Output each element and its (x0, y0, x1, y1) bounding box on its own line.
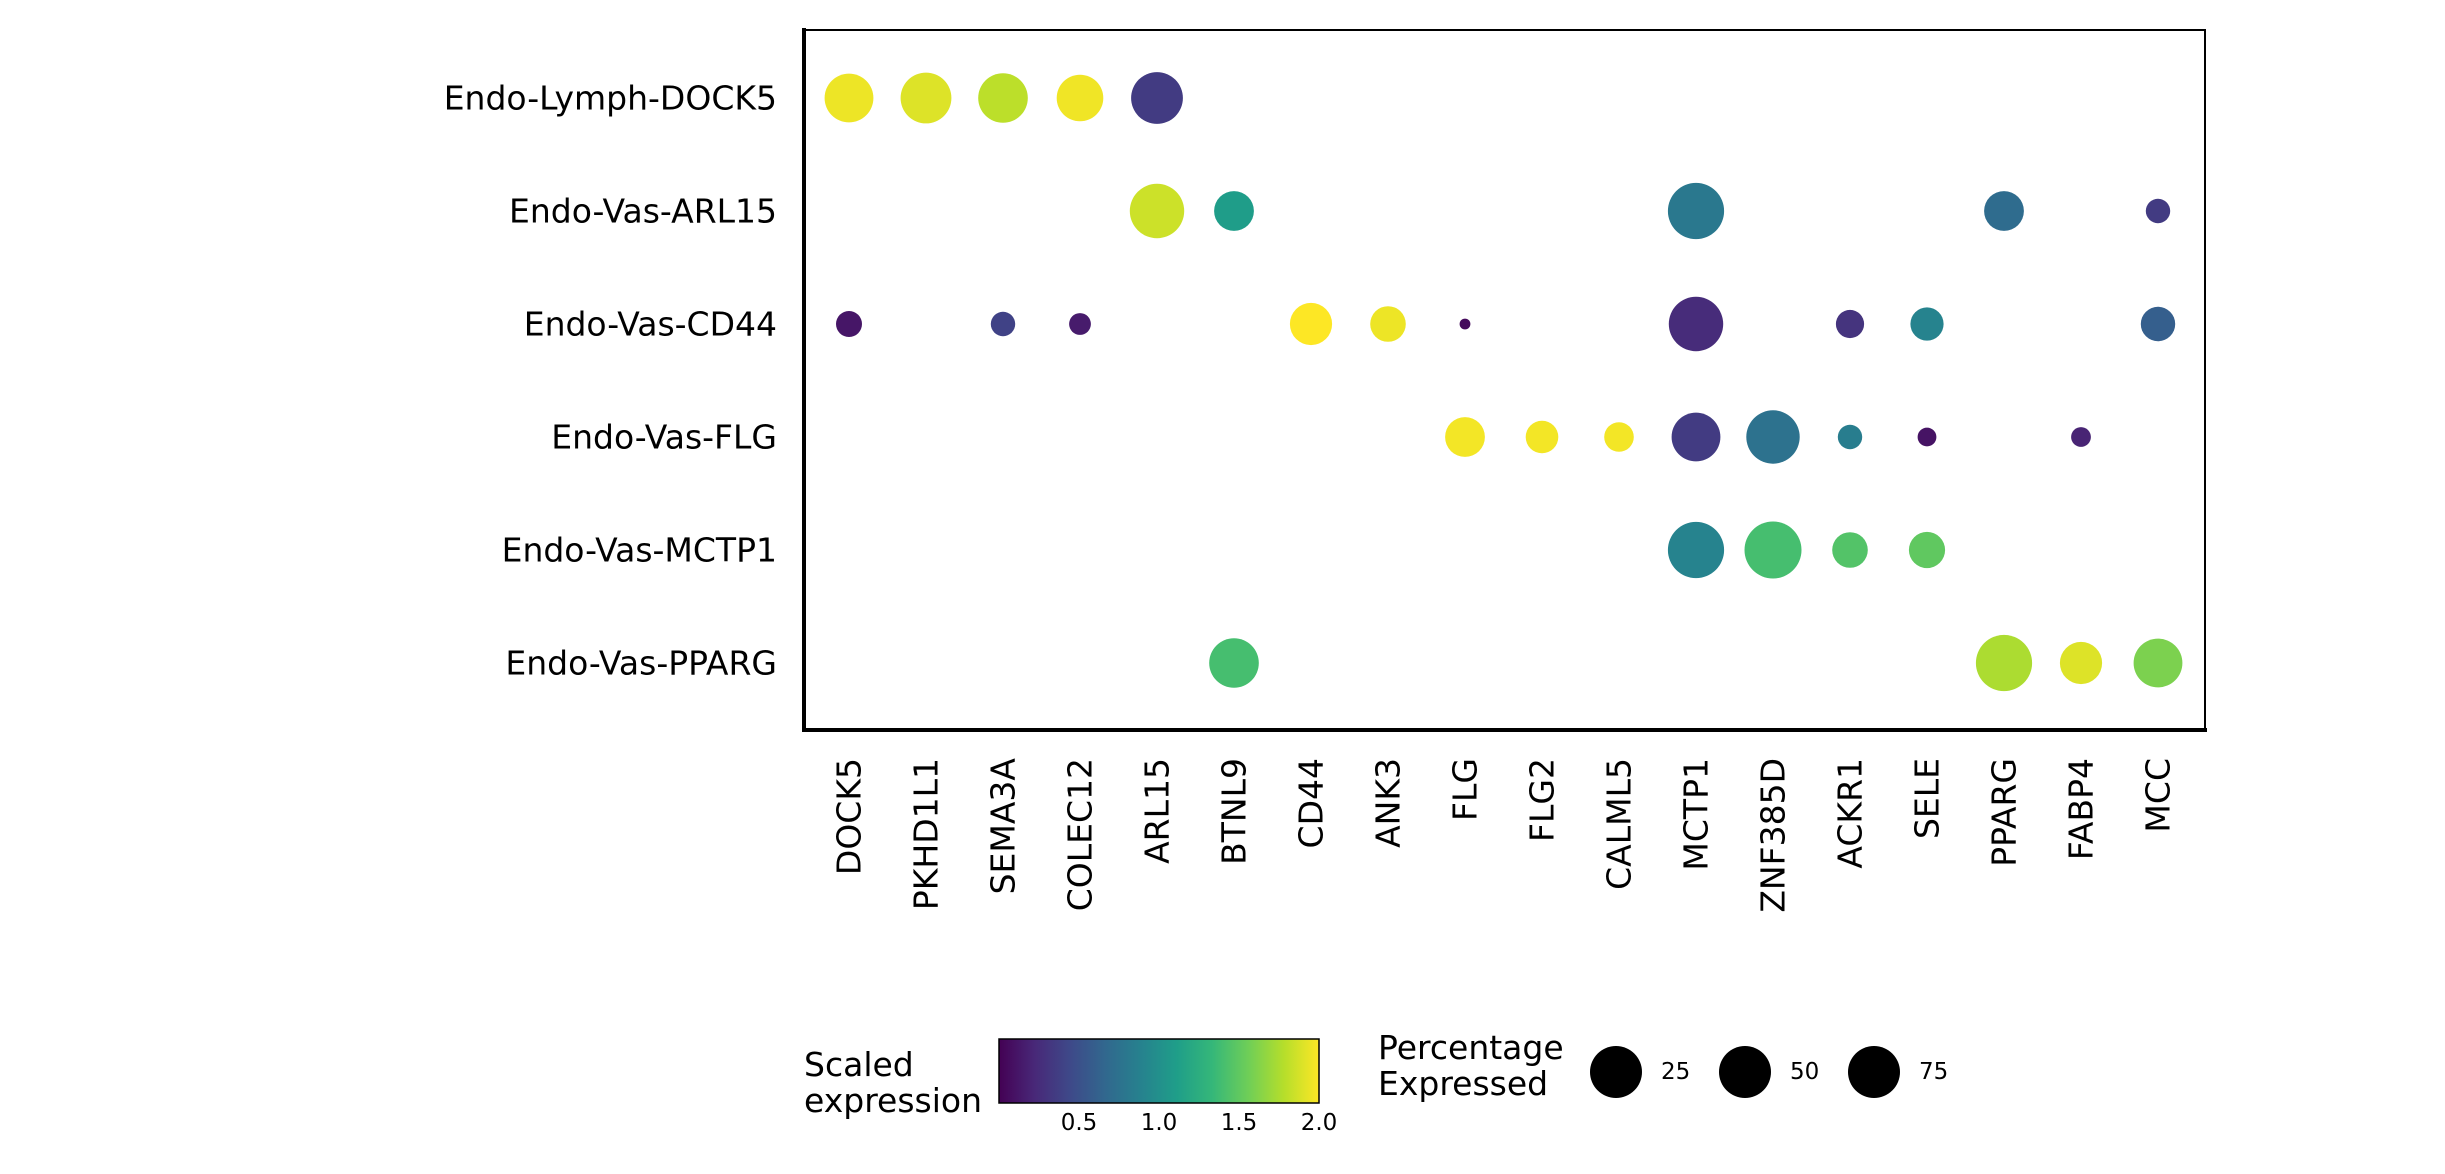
dot-marker (900, 72, 952, 124)
x-tick-label: SELE (1908, 758, 1947, 839)
colorbar (998, 1038, 1320, 1104)
dot-marker (1668, 296, 1724, 352)
dot-marker (1214, 191, 1254, 231)
dot-marker (1975, 634, 2033, 692)
x-tick-label: FABP4 (2062, 758, 2101, 860)
colorbar-tick-label: 0.5 (1061, 1110, 1098, 1136)
dot-marker (2059, 641, 2103, 685)
dot-marker (1056, 74, 1104, 122)
dot-marker (1604, 422, 1634, 452)
x-tick-label: ACKR1 (1831, 758, 1870, 869)
dot-marker (1525, 420, 1559, 454)
x-tick-label: MCC (2139, 758, 2178, 833)
dot-marker (1837, 424, 1863, 450)
x-tick-label: COLEC12 (1061, 758, 1100, 911)
dot-marker (1289, 302, 1333, 346)
dot-marker (2140, 306, 2176, 342)
dot-marker (1069, 313, 1091, 335)
x-tick-label: ARL15 (1138, 758, 1177, 864)
dot-marker (824, 73, 874, 123)
size-legend-dot (1719, 1046, 1771, 1098)
colorbar-title: expression (804, 1081, 982, 1120)
size-legend-label: 25 (1661, 1059, 1690, 1085)
plot-frame (803, 29, 2206, 731)
dot-marker (1908, 531, 1946, 569)
size-legend-dot (1590, 1046, 1642, 1098)
x-tick-label: SEMA3A (984, 758, 1023, 895)
dot-marker (978, 73, 1028, 123)
dot-marker (1835, 309, 1865, 339)
size-legend-dot (1848, 1046, 1900, 1098)
dot-marker (1131, 72, 1183, 124)
size-legend-label: 75 (1919, 1059, 1948, 1085)
dot-marker (1209, 638, 1259, 688)
x-tick-label: PPARG (1985, 758, 2024, 867)
x-tick-label: FLG2 (1523, 758, 1562, 842)
x-tick-label: FLG (1446, 758, 1485, 821)
dot-marker (990, 311, 1016, 337)
x-tick-label: BTNL9 (1215, 758, 1254, 865)
dot-marker (2071, 427, 2091, 447)
dot-marker (1445, 417, 1485, 457)
size-legend-label: 50 (1790, 1059, 1819, 1085)
dot-marker (836, 311, 862, 337)
dot-marker (1129, 183, 1185, 239)
dot-marker (1370, 306, 1406, 342)
dot-marker (1671, 412, 1721, 462)
dot-marker (1832, 532, 1868, 568)
x-tick-label: ZNF385D (1754, 758, 1793, 913)
y-tick-label: Endo-Vas-CD44 (524, 305, 777, 344)
dot-marker (1744, 521, 1802, 579)
colorbar-tick-label: 1.5 (1221, 1110, 1258, 1136)
size-legend-title: Percentage (1378, 1028, 1564, 1067)
x-tick-label: CALML5 (1600, 758, 1639, 890)
y-tick-label: Endo-Vas-PPARG (505, 644, 777, 683)
y-tick-label: Endo-Lymph-DOCK5 (444, 79, 777, 118)
dot-marker (1917, 427, 1937, 447)
x-tick-label: DOCK5 (830, 758, 869, 875)
x-tick-label: MCTP1 (1677, 758, 1716, 871)
y-tick-label: Endo-Vas-ARL15 (509, 192, 777, 231)
colorbar-tick-label: 2.0 (1301, 1110, 1338, 1136)
y-tick-label: Endo-Vas-MCTP1 (502, 531, 777, 570)
dot-marker (1984, 191, 2024, 231)
x-tick-label: ANK3 (1369, 758, 1408, 848)
x-tick-label: CD44 (1292, 758, 1331, 848)
colorbar-tick-label: 1.0 (1141, 1110, 1178, 1136)
dot-marker (1667, 521, 1725, 579)
dot-marker (1746, 410, 1800, 464)
colorbar-title: Scaled (804, 1045, 914, 1084)
dot-marker (1459, 318, 1471, 330)
dot-marker (1667, 182, 1725, 240)
dot-marker (2145, 198, 2171, 224)
y-tick-label: Endo-Vas-FLG (551, 418, 777, 457)
dot-marker (2133, 638, 2183, 688)
size-legend-title: Expressed (1378, 1064, 1548, 1103)
dot-marker (1910, 307, 1944, 341)
x-tick-label: PKHD1L1 (907, 758, 946, 910)
